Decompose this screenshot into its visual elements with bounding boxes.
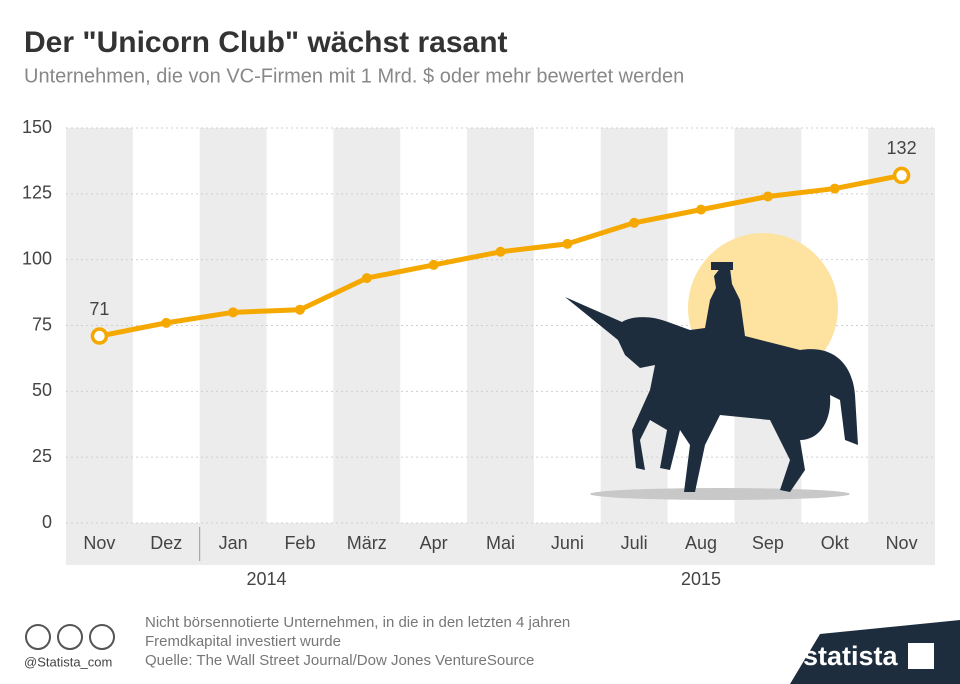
point: [696, 204, 707, 215]
x-tick-label: März: [347, 533, 387, 553]
x-tick-label: Okt: [821, 533, 849, 553]
point: [90, 327, 109, 345]
x-tick-label: Apr: [420, 533, 448, 553]
y-tick-label: 0: [42, 512, 52, 532]
handle: @Statista_com: [24, 654, 112, 669]
x-tick-label: Nov: [83, 533, 115, 553]
x-tick-label: Juni: [551, 533, 584, 553]
y-tick-label: 100: [22, 248, 52, 268]
year-label: 2014: [247, 569, 287, 589]
y-tick-label: 25: [32, 446, 52, 466]
chart-subtitle: Unternehmen, die von VC-Firmen mit 1 Mrd…: [24, 65, 684, 87]
x-tick-label: Jan: [219, 533, 248, 553]
point: [428, 259, 439, 270]
brand-logo: [908, 643, 934, 669]
source: Quelle: The Wall Street Journal/Dow Jone…: [145, 652, 534, 669]
year-label: 2015: [681, 569, 721, 589]
point: [892, 166, 911, 185]
plot: 71 132: [89, 138, 917, 345]
cc-icon: [25, 624, 51, 650]
point: [161, 317, 172, 328]
x-tick-label: Sep: [752, 533, 784, 553]
unicorn-rider: [565, 266, 858, 492]
by-icon: [57, 624, 83, 650]
cc-icons: [25, 624, 115, 650]
x-tick-label: Juli: [621, 533, 648, 553]
nd-icon: [89, 624, 115, 650]
data-label: 71: [89, 299, 109, 319]
x-tick-label: Aug: [685, 533, 717, 553]
y-tick-label: 50: [32, 380, 52, 400]
point: [361, 273, 372, 284]
note-line: Nicht börsennotierte Unternehmen, in die…: [145, 614, 570, 631]
x-tick-label: Feb: [284, 533, 315, 553]
point: [495, 246, 506, 257]
brand: statista: [803, 641, 899, 671]
data-label: 132: [887, 138, 917, 158]
hat: [711, 262, 733, 270]
category-row: [66, 523, 935, 565]
point: [562, 238, 573, 249]
x-tick-label: Dez: [150, 533, 182, 553]
point: [228, 307, 239, 318]
y-tick-label: 75: [32, 314, 52, 334]
point: [762, 191, 773, 202]
chart-title: Der "Unicorn Club" wächst rasant: [24, 26, 508, 59]
point: [629, 217, 640, 228]
band: [199, 128, 267, 523]
note-line: Fremdkapital investiert wurde: [145, 633, 341, 650]
x-tick-label: Mai: [486, 533, 515, 553]
illustration: [565, 233, 858, 500]
y-tick-label: 150: [22, 117, 52, 137]
shadow: [590, 488, 850, 500]
x-tick-label: Nov: [886, 533, 918, 553]
point: [829, 183, 840, 194]
point: [294, 304, 305, 315]
y-tick-label: 125: [22, 183, 52, 203]
